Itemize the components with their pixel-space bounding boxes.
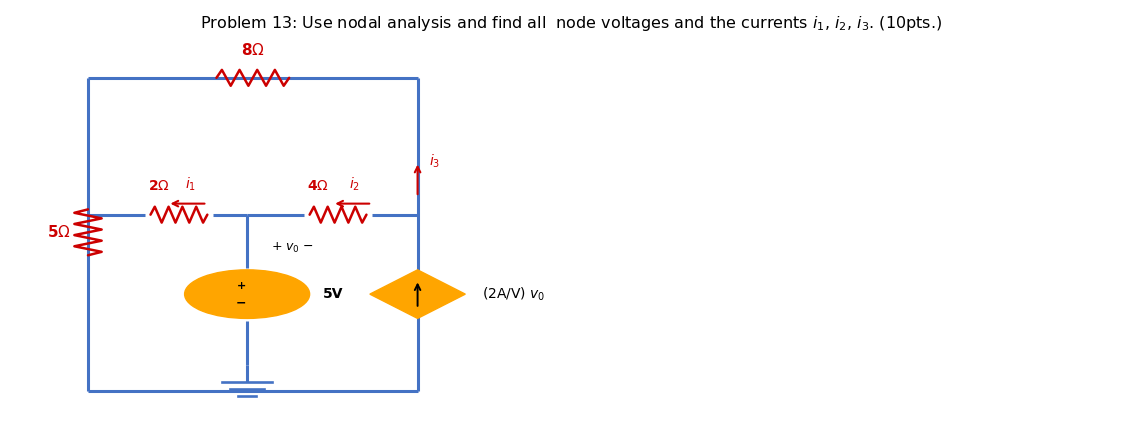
- Text: 2$\Omega$: 2$\Omega$: [148, 179, 170, 193]
- Text: +: +: [236, 281, 246, 291]
- Text: Problem 13: Use nodal analysis and find all  node voltages and the currents $i_1: Problem 13: Use nodal analysis and find …: [200, 14, 942, 33]
- Text: 4$\Omega$: 4$\Omega$: [307, 179, 329, 193]
- Text: 5V: 5V: [323, 287, 344, 301]
- Text: $i_2$: $i_2$: [349, 175, 361, 193]
- Circle shape: [185, 270, 309, 318]
- Text: + $v_0$ $-$: + $v_0$ $-$: [271, 241, 314, 255]
- Text: 5$\Omega$: 5$\Omega$: [47, 224, 71, 240]
- Text: −: −: [236, 296, 247, 309]
- Text: $i_1$: $i_1$: [185, 175, 195, 193]
- Text: $i_3$: $i_3$: [429, 153, 440, 170]
- Text: 8$\Omega$: 8$\Omega$: [241, 42, 265, 58]
- Polygon shape: [370, 270, 465, 318]
- Text: (2A/V) $v_0$: (2A/V) $v_0$: [482, 286, 546, 303]
